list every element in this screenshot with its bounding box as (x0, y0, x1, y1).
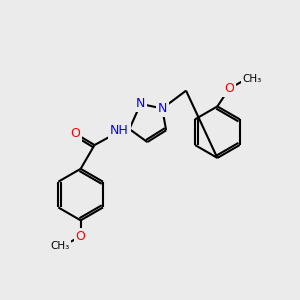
Text: N: N (158, 102, 167, 115)
Text: NH: NH (110, 124, 129, 137)
Text: CH₃: CH₃ (242, 74, 262, 84)
Text: CH₃: CH₃ (50, 241, 70, 251)
Text: N: N (136, 98, 145, 110)
Text: O: O (76, 230, 85, 243)
Text: O: O (224, 82, 234, 95)
Text: O: O (70, 127, 80, 140)
